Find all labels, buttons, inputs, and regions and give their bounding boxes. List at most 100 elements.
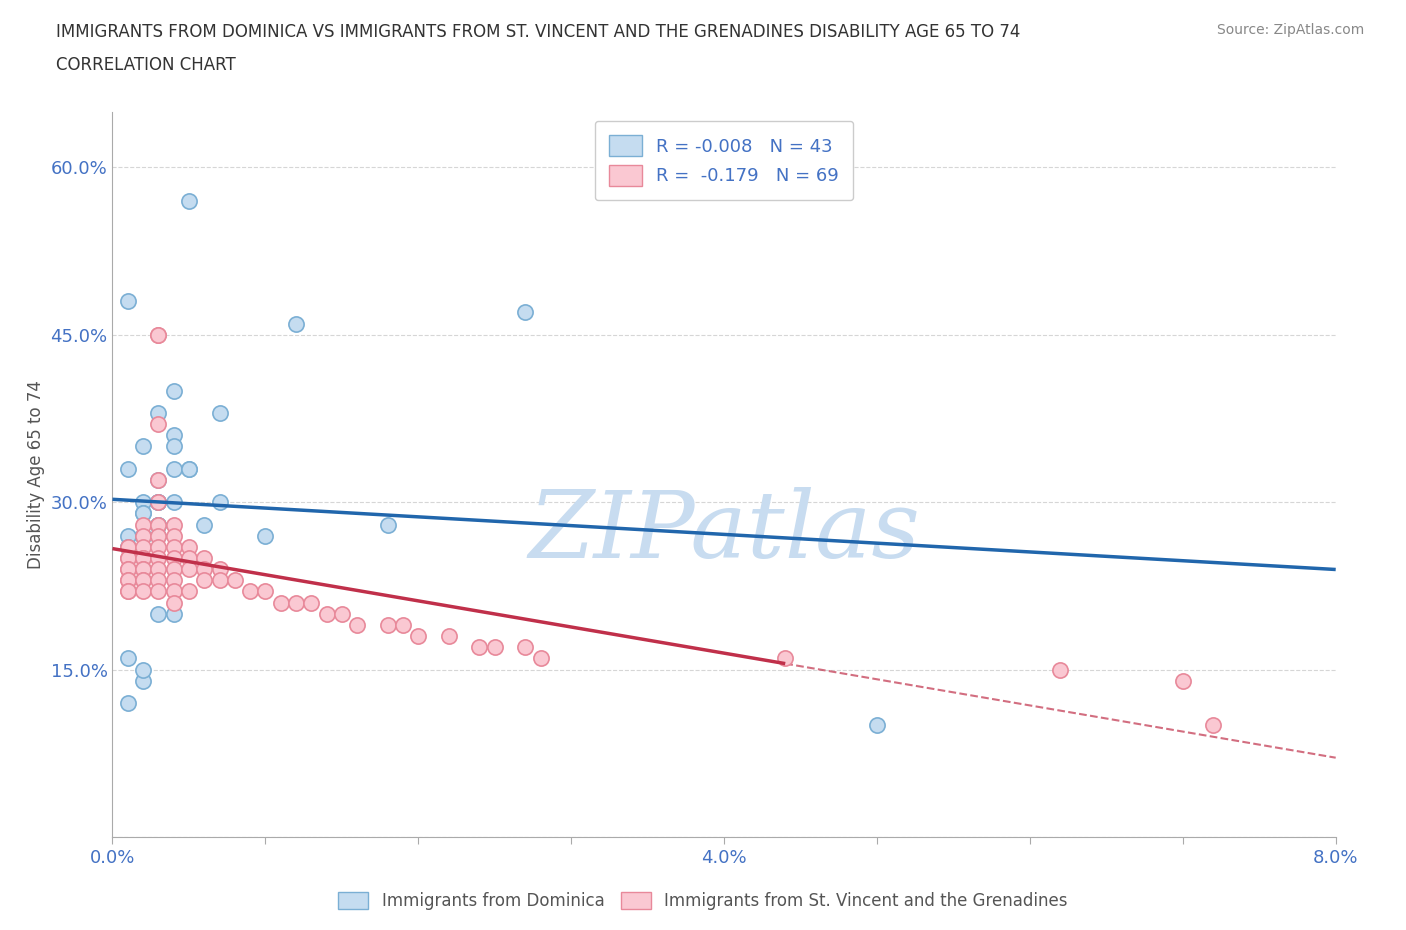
Point	[163, 551, 186, 565]
Point	[117, 551, 139, 565]
Point	[117, 651, 139, 666]
Point	[117, 573, 139, 588]
Point	[148, 562, 170, 577]
Point	[117, 528, 139, 543]
Point	[132, 562, 155, 577]
Point	[132, 673, 155, 688]
Point	[377, 517, 399, 532]
Point	[148, 327, 170, 342]
Point	[117, 584, 139, 599]
Point	[132, 573, 155, 588]
Point	[177, 584, 200, 599]
Point	[148, 517, 170, 532]
Point	[270, 595, 292, 610]
Point	[224, 573, 246, 588]
Point	[148, 606, 170, 621]
Point	[484, 640, 506, 655]
Point	[132, 562, 155, 577]
Point	[177, 562, 200, 577]
Point	[148, 495, 170, 510]
Point	[148, 517, 170, 532]
Point	[148, 327, 170, 342]
Point	[177, 461, 200, 476]
Point	[117, 551, 139, 565]
Point	[132, 584, 155, 599]
Point	[132, 573, 155, 588]
Text: IMMIGRANTS FROM DOMINICA VS IMMIGRANTS FROM ST. VINCENT AND THE GRENADINES DISAB: IMMIGRANTS FROM DOMINICA VS IMMIGRANTS F…	[56, 23, 1021, 41]
Point	[163, 562, 186, 577]
Point	[193, 562, 215, 577]
Point	[148, 528, 170, 543]
Point	[866, 718, 889, 733]
Point	[408, 629, 430, 644]
Point	[177, 193, 200, 208]
Point	[177, 539, 200, 554]
Point	[132, 495, 155, 510]
Point	[117, 562, 139, 577]
Point	[208, 495, 231, 510]
Point	[148, 495, 170, 510]
Point	[148, 573, 170, 588]
Point	[117, 696, 139, 711]
Point	[117, 461, 139, 476]
Point	[1202, 718, 1225, 733]
Point	[148, 584, 170, 599]
Point	[148, 551, 170, 565]
Point	[117, 539, 139, 554]
Point	[284, 316, 308, 331]
Point	[773, 651, 796, 666]
Point	[117, 539, 139, 554]
Point	[148, 528, 170, 543]
Point	[148, 472, 170, 487]
Point	[437, 629, 460, 644]
Point	[163, 495, 186, 510]
Point	[132, 662, 155, 677]
Point	[239, 584, 262, 599]
Text: ZIPatlas: ZIPatlas	[529, 487, 920, 578]
Point	[208, 573, 231, 588]
Point	[148, 495, 170, 510]
Point	[177, 461, 200, 476]
Point	[148, 417, 170, 432]
Point	[117, 562, 139, 577]
Point	[148, 539, 170, 554]
Point	[1049, 662, 1071, 677]
Point	[377, 618, 399, 632]
Point	[117, 294, 139, 309]
Legend: R = -0.008   N = 43, R =  -0.179   N = 69: R = -0.008 N = 43, R = -0.179 N = 69	[595, 121, 853, 200]
Point	[163, 383, 186, 398]
Point	[315, 606, 337, 621]
Point	[515, 305, 537, 320]
Point	[117, 539, 139, 554]
Point	[132, 439, 155, 454]
Point	[208, 405, 231, 420]
Point	[163, 528, 186, 543]
Point	[299, 595, 322, 610]
Point	[163, 584, 186, 599]
Point	[132, 528, 155, 543]
Point	[148, 405, 170, 420]
Text: CORRELATION CHART: CORRELATION CHART	[56, 56, 236, 73]
Point	[163, 428, 186, 443]
Point	[163, 539, 186, 554]
Point	[132, 539, 155, 554]
Point	[193, 517, 215, 532]
Point	[163, 439, 186, 454]
Y-axis label: Disability Age 65 to 74: Disability Age 65 to 74	[27, 379, 45, 569]
Point	[163, 517, 186, 532]
Point	[515, 640, 537, 655]
Point	[148, 517, 170, 532]
Point	[163, 606, 186, 621]
Point	[148, 495, 170, 510]
Legend: Immigrants from Dominica, Immigrants from St. Vincent and the Grenadines: Immigrants from Dominica, Immigrants fro…	[332, 885, 1074, 917]
Point	[117, 573, 139, 588]
Point	[132, 551, 155, 565]
Point	[132, 506, 155, 521]
Point	[468, 640, 491, 655]
Point	[330, 606, 353, 621]
Point	[392, 618, 415, 632]
Point	[163, 461, 186, 476]
Text: Source: ZipAtlas.com: Source: ZipAtlas.com	[1216, 23, 1364, 37]
Point	[117, 584, 139, 599]
Point	[177, 551, 200, 565]
